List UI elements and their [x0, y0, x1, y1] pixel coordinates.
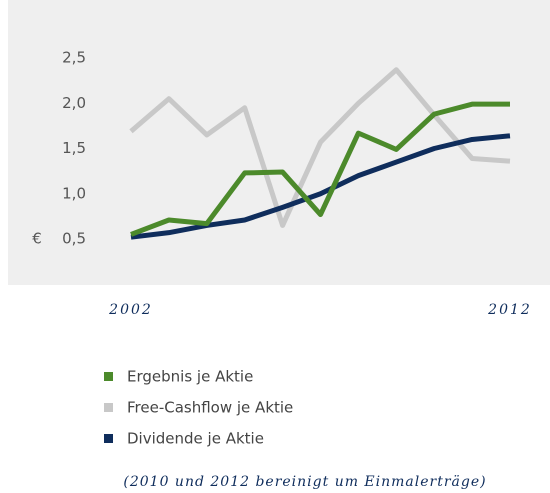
- series-line: [130, 133, 511, 240]
- y-tick-label: 0,5: [62, 230, 86, 248]
- y-tick-label: 1,0: [62, 184, 86, 202]
- y-tick-label: 2,5: [62, 49, 86, 67]
- series-line: [129, 67, 511, 228]
- legend-marker: [104, 403, 113, 412]
- legend-label: Free-Cashflow je Aktie: [127, 399, 293, 417]
- legend-marker: [104, 434, 113, 443]
- y-axis-label: €: [32, 230, 42, 248]
- legend-marker: [104, 372, 113, 381]
- legend-label: Ergebnis je Aktie: [127, 368, 253, 386]
- note: (2010 und 2012 bereinigt um Einmalerträg…: [123, 474, 486, 490]
- series-line: [130, 101, 510, 237]
- legend-label: Dividende je Aktie: [127, 430, 264, 448]
- y-tick-label: 2,0: [62, 94, 86, 112]
- y-tick-label: 1,5: [62, 139, 86, 157]
- x-tick-label: 2012: [487, 302, 532, 318]
- x-tick-label: 2002: [108, 302, 153, 318]
